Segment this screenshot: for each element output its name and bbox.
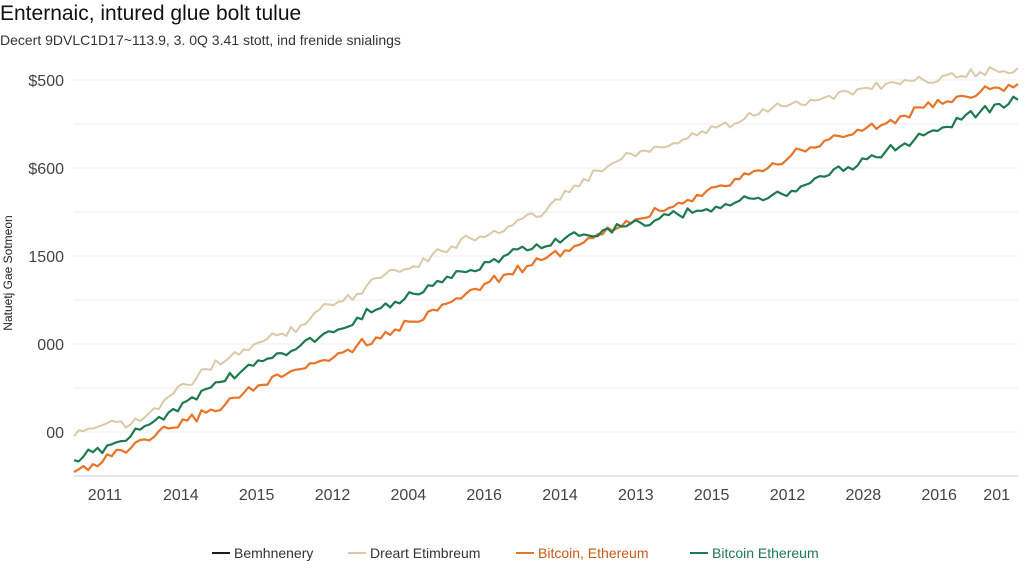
chart-title: Enternaic, intured glue bolt tulue xyxy=(0,2,302,25)
x-tick-label: 201 xyxy=(983,487,1010,504)
y-tick-label: 00 xyxy=(46,425,64,442)
x-tick-label: 2015 xyxy=(694,487,730,504)
legend-swatch xyxy=(516,552,534,554)
x-tick-label: 2004 xyxy=(391,487,427,504)
legend-label: Bemhnenery xyxy=(234,545,314,561)
x-tick-label: 2012 xyxy=(315,487,351,504)
legend-item-dreart-etimbreum[interactable]: Dreart Etimbreum xyxy=(348,545,480,561)
legend-label: Bitcoin, Ethereum xyxy=(538,545,649,561)
y-tick-label: $600 xyxy=(28,161,64,178)
chart-subtitle: Decert 9DVLC1D17~113.9, 3. 0Q 3.41 stott… xyxy=(0,32,401,48)
x-tick-label: 2013 xyxy=(618,487,654,504)
grid-layer xyxy=(74,79,1018,477)
y-tick-label: $500 xyxy=(28,73,64,90)
legend-item-bemhnenery[interactable]: Bemhnenery xyxy=(212,545,313,561)
legend-swatch xyxy=(348,552,366,554)
legend: Bemhnenery Dreart Etimbreum Bitcoin, Eth… xyxy=(0,545,1024,567)
y-tick-label: 1500 xyxy=(28,249,64,266)
series-line-2 xyxy=(73,83,1019,473)
series-lines xyxy=(73,66,1019,473)
series-line-3 xyxy=(73,95,1019,463)
x-tick-label: 2016 xyxy=(466,487,502,504)
x-tick-label: 2015 xyxy=(239,487,275,504)
x-tick-label: 2028 xyxy=(846,487,882,504)
legend-swatch xyxy=(690,552,708,554)
x-tick-label: 2011 xyxy=(88,487,123,504)
legend-label: Bitcoin Ethereum xyxy=(712,545,819,561)
x-tick-label: 2012 xyxy=(770,487,806,504)
x-tick-label: 2016 xyxy=(921,487,957,504)
legend-label: Dreart Etimbreum xyxy=(370,545,481,561)
legend-swatch xyxy=(212,552,230,554)
legend-item-bitcoin-ethereum-orange[interactable]: Bitcoin, Ethereum xyxy=(516,545,649,561)
series-line-1 xyxy=(73,66,1019,438)
x-tick-labels: 2011 2014 2015 2012 2004 2016 2014 2013 2015 2012… xyxy=(88,487,1010,504)
x-tick-label: 2014 xyxy=(542,487,578,504)
y-tick-label: 000 xyxy=(37,337,64,354)
x-tick-label: 2014 xyxy=(163,487,199,504)
legend-item-bitcoin-ethereum-green[interactable]: Bitcoin Ethereum xyxy=(690,545,819,561)
